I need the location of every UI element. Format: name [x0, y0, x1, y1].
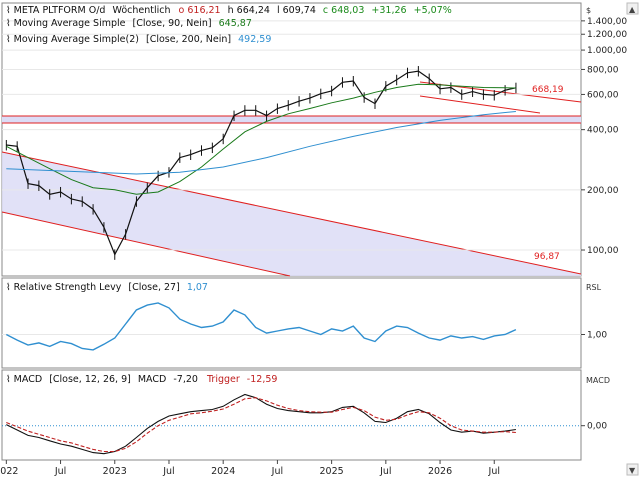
close-value: c 648,03	[323, 5, 364, 16]
macd-panel-frame	[1, 369, 582, 461]
interval-label: Wöchentlich	[112, 5, 170, 16]
price-grid	[2, 20, 581, 251]
recent-channel-lower	[419, 95, 541, 114]
legend-ma200: ⌇ Moving Average Simple(2) [Close, 200, …	[6, 34, 271, 45]
ma90-value: 645,87	[219, 18, 252, 29]
price-tick-label: 200,00	[587, 186, 619, 196]
price-tick-label: 100,00	[587, 246, 619, 256]
rsl-series	[5, 302, 517, 351]
rsl-y-ticks: 1,00	[581, 331, 607, 341]
macd-y-ticks: 0,00	[581, 422, 607, 432]
x-tick-label: Jul	[379, 466, 391, 477]
x-tick-label: Jul	[488, 466, 500, 477]
rsl-title-line: ⌇ Relative Strength Levy [Close, 27] 1,0…	[6, 282, 208, 293]
ma200-label: Moving Average Simple(2)	[14, 34, 139, 45]
x-tick-label: 2026	[428, 466, 452, 477]
macd-tick-label: 0,00	[587, 422, 607, 432]
price-overlays	[1, 81, 582, 277]
x-tick-label: 2024	[211, 466, 235, 477]
high-value: h 664,24	[228, 5, 270, 16]
ma200-value: 492,59	[238, 34, 271, 45]
price-tick-label: 800,00	[587, 65, 619, 75]
ma200-line	[6, 111, 516, 175]
macd-label: MACD	[138, 374, 166, 385]
price-series	[5, 66, 517, 260]
x-tick-label: 2025	[320, 466, 344, 477]
rsl-icon: ⌇	[6, 282, 14, 293]
rsl-panel-frame	[1, 277, 582, 369]
annotation-668: 668,19	[532, 85, 564, 95]
ma200-params: [Close, 200, Nein]	[146, 34, 231, 45]
price-y-ticks: 1.400,00 1.200,00 1.000,00 800,00 600,00 400,…	[581, 17, 627, 256]
price-tick-label: 1.000,00	[587, 46, 627, 56]
instrument-name: META PLTFORM O/d	[14, 5, 106, 16]
x-tick-label: Jul	[162, 466, 174, 477]
macd-value: -7,20	[173, 374, 198, 385]
price-tick-label: 600,00	[587, 90, 619, 100]
legend-ma90: ⌇ Moving Average Simple [Close, 90, Nein…	[6, 18, 252, 29]
price-title-line: ⌇ META PLTFORM O/d Wöchentlich o 616,21 …	[6, 5, 452, 16]
x-tick-label: Jul	[54, 466, 66, 477]
ma200-icon: ⌇	[6, 34, 14, 45]
trigger-label: Trigger	[206, 374, 240, 385]
ma90-icon: ⌇	[6, 18, 14, 29]
trigger-value: -12,59	[247, 374, 278, 385]
rsl-value: 1,07	[187, 282, 208, 293]
scroll-up-icon: ▲	[629, 5, 636, 14]
rsl-unit-label: RSL	[586, 283, 602, 292]
scroll-down-icon: ▼	[629, 466, 636, 475]
time-x-axis: 2022 Jul 2023 Jul 2024 Jul 2025 Jul 2026 Jul	[0, 460, 500, 477]
annotation-96: 96,87	[534, 252, 560, 262]
macd-title-line: ⌇ MACD [Close, 12, 26, 9] MACD -7,20 Tri…	[6, 374, 277, 385]
macd-params: [Close, 12, 26, 9]	[49, 374, 131, 385]
support-zone-fill	[2, 116, 581, 123]
price-unit-label: $	[586, 6, 591, 15]
x-tick-label: 2022	[0, 466, 18, 477]
macd-icon: ⌇	[6, 374, 14, 385]
price-tick-label: 400,00	[587, 126, 619, 136]
macd-series	[6, 393, 516, 455]
low-value: l 609,74	[277, 5, 316, 16]
macd-name: MACD	[14, 374, 42, 385]
scroll-up-button[interactable]	[626, 2, 639, 15]
ma90-params: [Close, 90, Nein]	[133, 18, 212, 29]
price-tick-label: 1.200,00	[587, 30, 627, 40]
x-tick-label: 2023	[103, 466, 127, 477]
instrument-icon: ⌇	[6, 5, 14, 16]
price-tick-label: 1.400,00	[587, 17, 627, 27]
macd-line	[6, 393, 516, 455]
open-value: o 616,21	[179, 5, 221, 16]
macd-unit-label: MACD	[586, 376, 610, 385]
x-tick-label: Jul	[271, 466, 283, 477]
change-value: +31,26	[371, 5, 406, 16]
ma90-line	[6, 83, 516, 195]
close-price-line	[6, 70, 517, 256]
rsl-line	[5, 302, 517, 351]
rsl-name: Relative Strength Levy	[14, 282, 122, 293]
downtrend-channel-lower	[1, 211, 291, 277]
change-pct-value: +5,07%	[414, 5, 452, 16]
rsl-params: [Close, 27]	[128, 282, 179, 293]
rsl-tick-label: 1,00	[587, 331, 607, 341]
trigger-line	[6, 397, 516, 453]
scroll-down-button[interactable]	[626, 463, 639, 476]
ma90-label: Moving Average Simple	[14, 18, 126, 29]
